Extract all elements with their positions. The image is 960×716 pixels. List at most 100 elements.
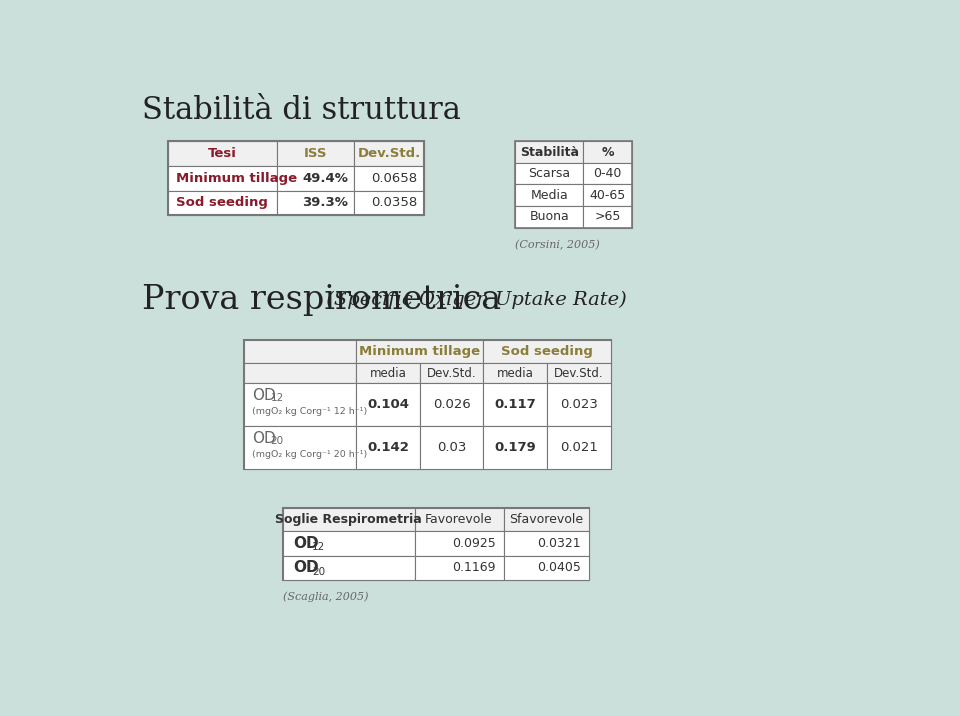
Text: 0.1169: 0.1169	[452, 561, 496, 574]
Text: 49.4%: 49.4%	[302, 172, 348, 185]
Bar	[584, 206, 632, 228]
Bar	[356, 340, 484, 363]
Text: 0.179: 0.179	[494, 441, 536, 455]
Bar	[356, 363, 420, 383]
Text: Favorevole: Favorevole	[425, 513, 492, 526]
Bar	[244, 340, 611, 470]
Text: (Specific Oxigen Uptake Rate): (Specific Oxigen Uptake Rate)	[320, 291, 627, 309]
Text: OD: OD	[294, 536, 320, 551]
Text: 40-65: 40-65	[589, 189, 626, 202]
Bar	[168, 166, 276, 190]
Text: (Corsini, 2005): (Corsini, 2005)	[516, 240, 600, 251]
Bar	[244, 426, 356, 470]
Text: ISS: ISS	[303, 147, 327, 160]
Text: Soglie Respirometria: Soglie Respirometria	[276, 513, 422, 526]
Text: 0-40: 0-40	[593, 168, 622, 180]
Text: Sfavorevole: Sfavorevole	[509, 513, 584, 526]
Text: 0.021: 0.021	[560, 441, 598, 455]
Text: 0.0358: 0.0358	[372, 196, 418, 210]
Text: OD: OD	[252, 431, 276, 446]
Bar	[484, 383, 547, 426]
Text: 20: 20	[271, 437, 283, 446]
Text: 0.0658: 0.0658	[372, 172, 418, 185]
Bar	[584, 141, 632, 163]
Text: Minimum tillage: Minimum tillage	[359, 345, 481, 358]
Bar	[168, 141, 423, 216]
Text: media: media	[370, 367, 407, 379]
Text: 0.03: 0.03	[437, 441, 467, 455]
Bar	[516, 141, 584, 163]
Bar	[276, 166, 354, 190]
Bar	[420, 426, 484, 470]
Bar	[584, 185, 632, 206]
Bar	[484, 363, 547, 383]
Text: 12: 12	[312, 542, 325, 552]
Text: Buona: Buona	[530, 211, 569, 223]
Bar	[276, 190, 354, 216]
Bar	[283, 508, 415, 531]
Text: 0.023: 0.023	[560, 398, 598, 411]
Text: Dev.Std.: Dev.Std.	[427, 367, 476, 379]
Bar	[244, 363, 356, 383]
Bar	[516, 206, 584, 228]
Bar	[283, 531, 415, 556]
Bar	[516, 163, 584, 185]
Bar	[415, 556, 504, 580]
Bar	[283, 556, 415, 580]
Bar	[420, 363, 484, 383]
Bar	[420, 383, 484, 426]
Bar	[547, 363, 611, 383]
Text: Sod seeding: Sod seeding	[176, 196, 268, 210]
Text: Dev.Std.: Dev.Std.	[357, 147, 420, 160]
Text: 12: 12	[271, 393, 283, 403]
Bar	[504, 556, 588, 580]
Bar	[244, 340, 356, 363]
Text: 0.0925: 0.0925	[452, 537, 496, 550]
Bar	[354, 190, 423, 216]
Text: >65: >65	[594, 211, 621, 223]
Text: OD: OD	[252, 387, 276, 402]
Text: 0.0405: 0.0405	[538, 561, 581, 574]
Text: 0.026: 0.026	[433, 398, 470, 411]
Text: %: %	[601, 145, 613, 159]
Bar	[276, 141, 354, 166]
Text: 0.142: 0.142	[368, 441, 409, 455]
Bar	[356, 383, 420, 426]
Bar	[168, 190, 276, 216]
Text: Stabilità: Stabilità	[520, 145, 579, 159]
Bar	[516, 141, 632, 228]
Bar	[584, 163, 632, 185]
Text: OD: OD	[294, 561, 320, 576]
Text: Media: Media	[531, 189, 568, 202]
Bar	[354, 166, 423, 190]
Bar	[415, 508, 504, 531]
Text: Dev.Std.: Dev.Std.	[554, 367, 604, 379]
Text: Prova respirometrica: Prova respirometrica	[142, 284, 501, 316]
Text: Stabilità di struttura: Stabilità di struttura	[142, 95, 461, 126]
Bar	[547, 426, 611, 470]
Text: media: media	[497, 367, 534, 379]
Bar	[244, 383, 356, 426]
Text: Tesi: Tesi	[208, 147, 237, 160]
Bar	[356, 426, 420, 470]
Text: 0.0321: 0.0321	[538, 537, 581, 550]
Bar	[484, 340, 611, 363]
Bar	[283, 508, 588, 580]
Bar	[484, 426, 547, 470]
Text: Scarsa: Scarsa	[528, 168, 570, 180]
Bar	[547, 383, 611, 426]
Bar	[415, 531, 504, 556]
Bar	[504, 508, 588, 531]
Text: Minimum tillage: Minimum tillage	[176, 172, 297, 185]
Text: (mgO₂ kg Corg⁻¹ 20 h⁻¹): (mgO₂ kg Corg⁻¹ 20 h⁻¹)	[252, 450, 367, 459]
Bar	[504, 531, 588, 556]
Text: (Scaglia, 2005): (Scaglia, 2005)	[283, 591, 369, 601]
Bar	[516, 185, 584, 206]
Text: 0.117: 0.117	[494, 398, 536, 411]
Text: (mgO₂ kg Corg⁻¹ 12 h⁻¹): (mgO₂ kg Corg⁻¹ 12 h⁻¹)	[252, 407, 367, 416]
Text: 39.3%: 39.3%	[302, 196, 348, 210]
Bar	[354, 141, 423, 166]
Text: Sod seeding: Sod seeding	[501, 345, 593, 358]
Bar	[168, 141, 276, 166]
Text: 0.104: 0.104	[367, 398, 409, 411]
